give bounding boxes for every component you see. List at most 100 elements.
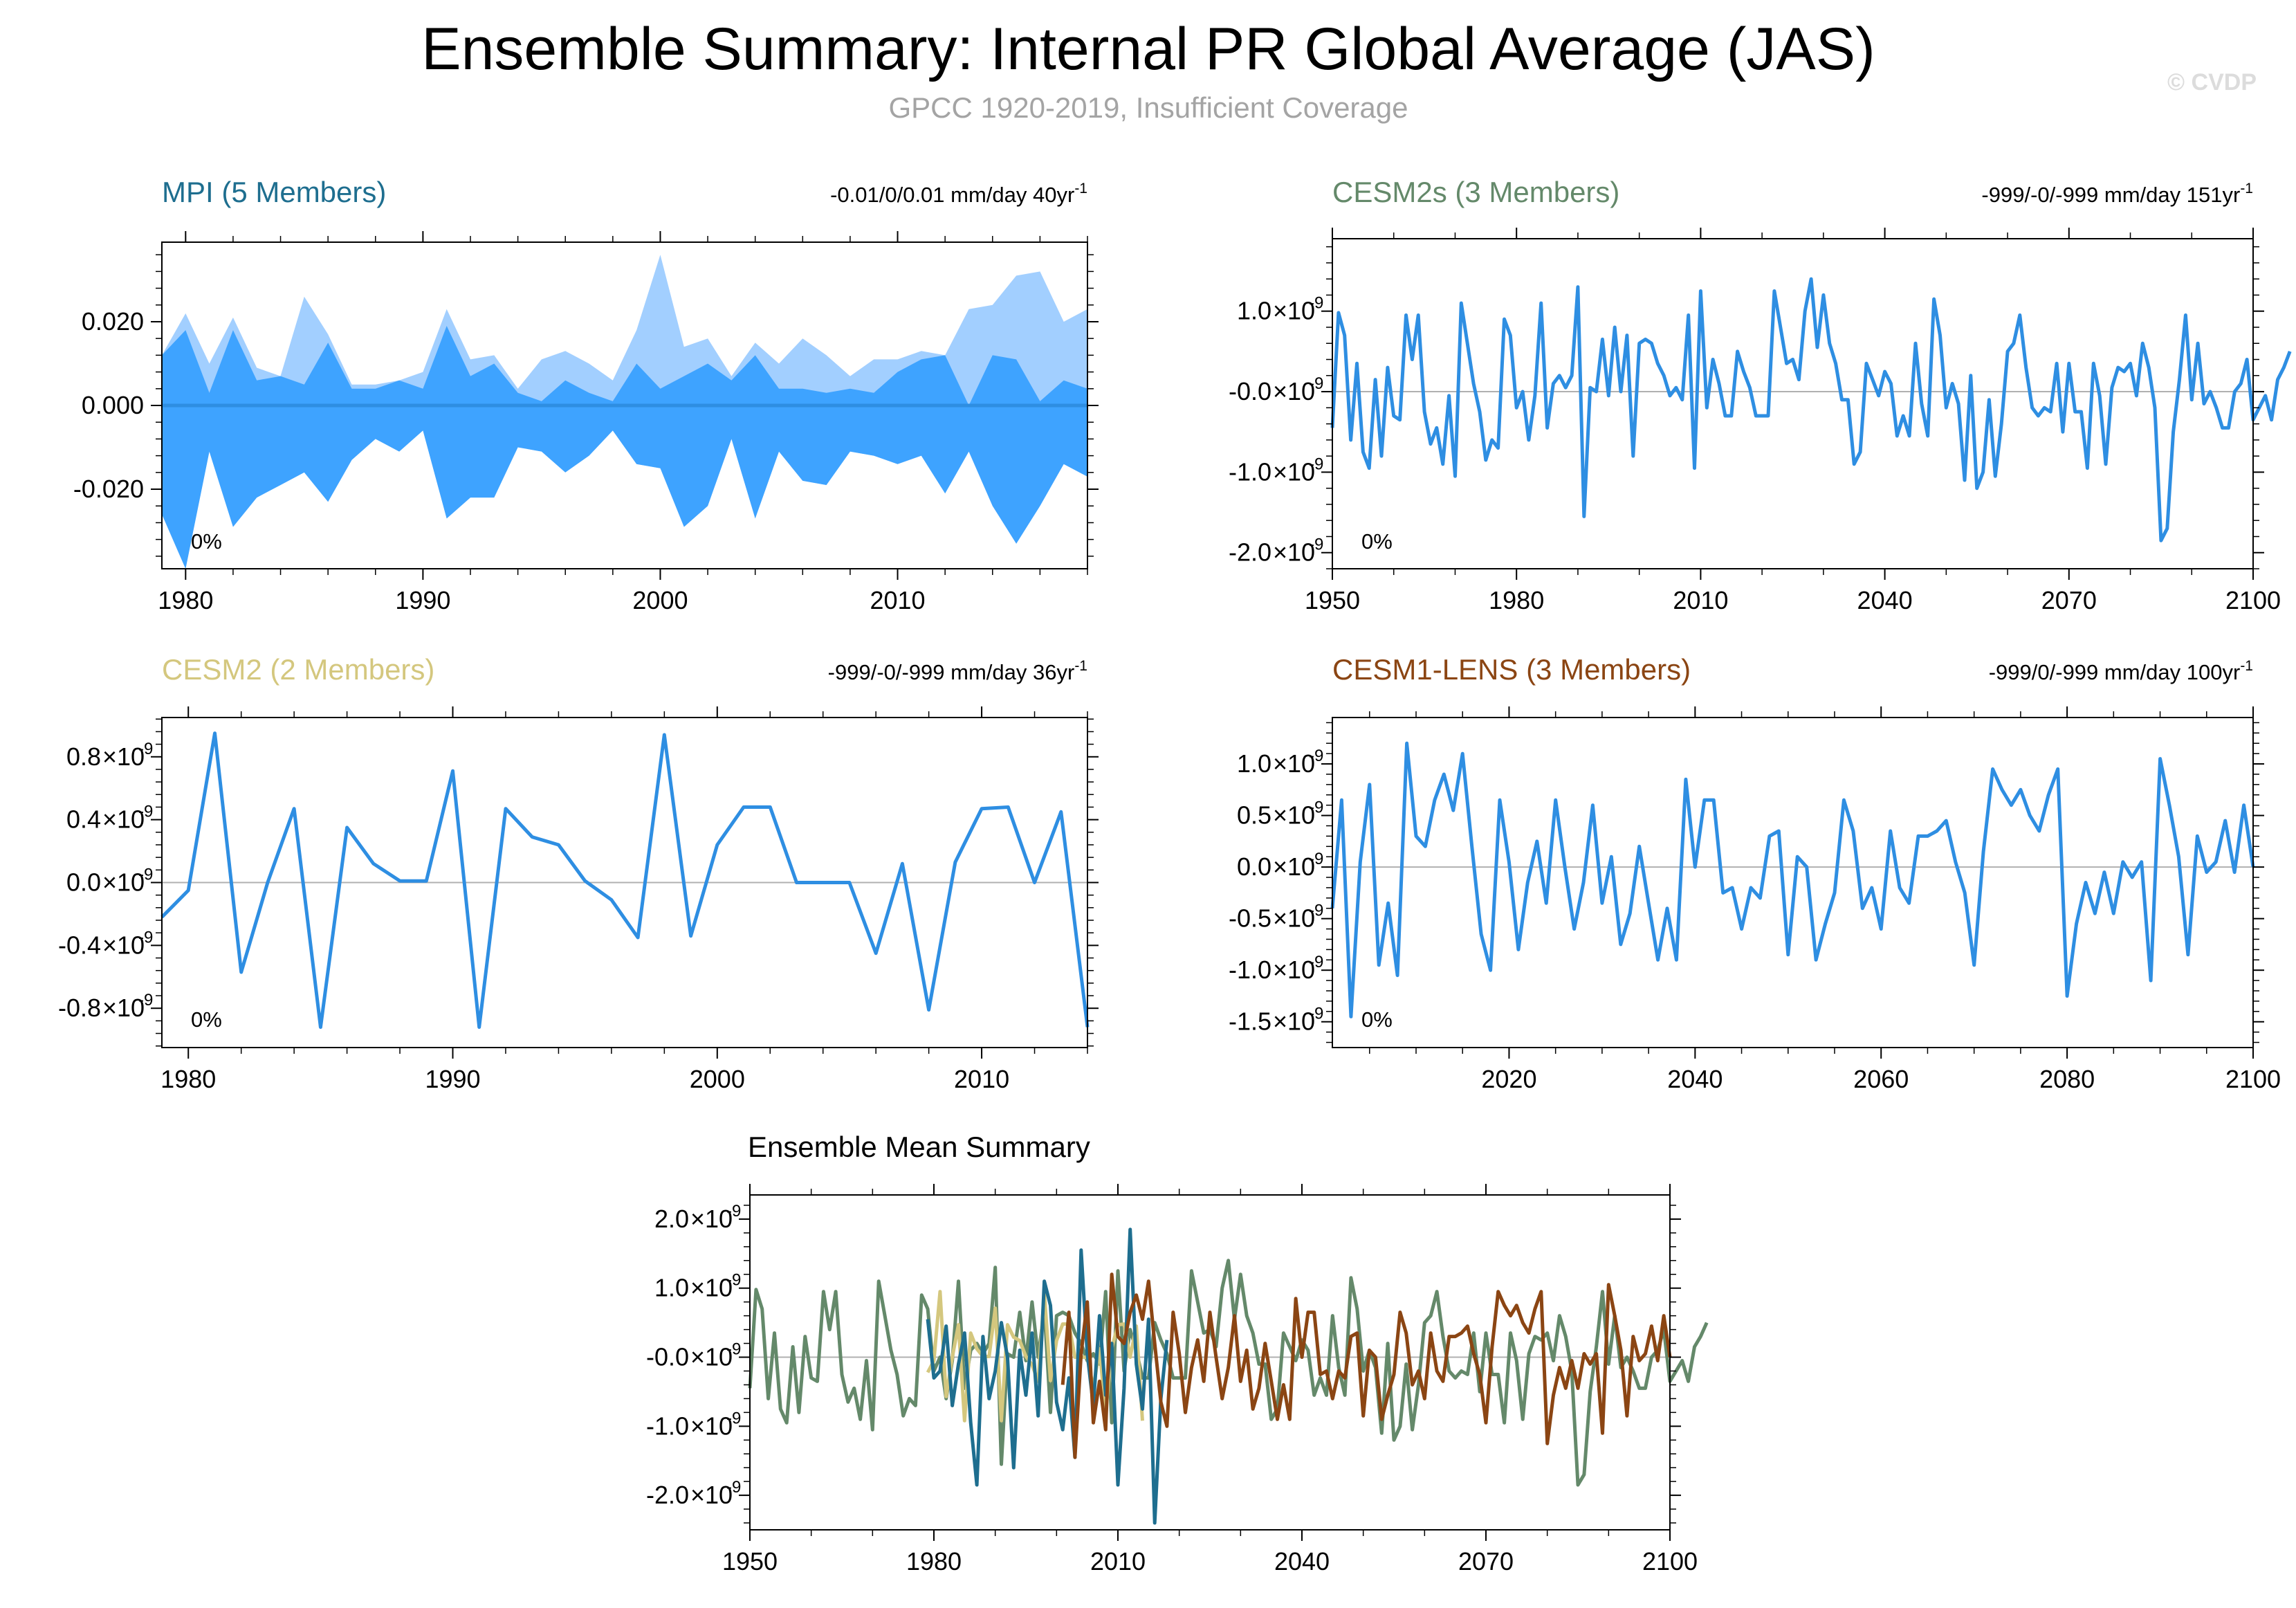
ytick-times-ensemble-mean-4: ×10: [690, 1481, 733, 1509]
ytick-label-cesm2-1: 0.4: [66, 805, 101, 834]
ytick-exp-cesm2-4: -9: [138, 991, 153, 1009]
ensemble-line-cesm1: [1060, 1272, 1672, 1459]
xtick-label-ensemble-mean-3: 2040: [1274, 1547, 1330, 1575]
ytick-label-mpi-2: -0.020: [73, 475, 144, 503]
stats-text-cesm2s: -999/-0/-999 mm/day 151yr: [1981, 183, 2240, 207]
panel-cesm2: CESM2 (2 Members) -999/-0/-999 mm/day 36…: [58, 653, 1099, 1093]
xtick-label-cesm1-0: 2020: [1481, 1065, 1536, 1093]
ytick-label-cesm2s-0: 1.0: [1237, 297, 1271, 325]
ytick-times-cesm2-2: ×10: [102, 868, 145, 897]
xtick-label-mpi-1: 1990: [395, 586, 450, 614]
ytick-times-cesm1-1: ×10: [1273, 801, 1315, 830]
axes-cesm1: 1.0 ×10-90.5 ×10-90.0 ×10-9-0.5 ×10-9-1.0 ×10…: [1229, 706, 2281, 1093]
ytick-label-cesm2-0: 0.8: [66, 742, 101, 771]
ytick-label-mpi-0: 0.020: [82, 307, 144, 336]
ytick-exp-cesm2s-0: -9: [1309, 294, 1323, 313]
xtick-label-cesm2-1: 1990: [425, 1065, 480, 1093]
axes-cesm2: 0.8 ×10-90.4 ×10-90.0 ×10-9-0.4 ×10-9-0.8 ×10…: [58, 706, 1099, 1093]
ytick-exp-cesm2-1: -9: [138, 803, 153, 821]
ytick-label-cesm2s-3: -2.0: [1229, 538, 1271, 567]
ytick-label-cesm1-4: -1.0: [1229, 956, 1271, 984]
ytick-times-cesm2-1: ×10: [102, 805, 145, 834]
panel-stats-cesm2: -999/-0/-999 mm/day 36yr-1: [828, 658, 1087, 684]
ytick-exp-cesm1-3: -9: [1309, 902, 1323, 920]
stats-text-cesm2: -999/-0/-999 mm/day 36yr: [828, 660, 1075, 684]
ytick-exp-ensemble-mean-1: -9: [726, 1271, 741, 1290]
ytick-label-ensemble-mean-3: -1.0: [646, 1411, 689, 1440]
ytick-exp-cesm1-0: -9: [1309, 747, 1323, 765]
ytick-label-cesm1-3: -0.5: [1229, 904, 1271, 933]
ytick-times-cesm1-4: ×10: [1273, 956, 1315, 984]
ytick-label-cesm2-3: -0.4: [58, 931, 101, 959]
ytick-times-cesm1-3: ×10: [1273, 904, 1315, 933]
ytick-times-cesm2s-1: ×10: [1273, 377, 1315, 405]
ytick-exp-cesm2s-3: -9: [1309, 536, 1323, 554]
plot-frame-cesm2s: [1332, 238, 2254, 569]
ytick-exp-cesm1-2: -9: [1309, 850, 1323, 868]
panel-title-ensemble-mean: Ensemble Mean Summary: [748, 1131, 1090, 1163]
ytick-label-ensemble-mean-2: -0.0: [646, 1343, 689, 1371]
axes-mpi: 0.020 0.000 -0.020 1980 1990 2000 2010: [73, 231, 1099, 614]
ytick-times-ensemble-mean-0: ×10: [690, 1205, 733, 1233]
ytick-exp-cesm1-4: -9: [1309, 953, 1323, 971]
figure-subtitle: GPCC 1920-2019, Insufficient Coverage: [889, 91, 1408, 124]
series-line-cesm2s: [1330, 277, 2292, 542]
ytick-times-cesm2s-3: ×10: [1273, 538, 1315, 567]
xtick-label-ensemble-mean-4: 2070: [1458, 1547, 1514, 1575]
plot-area-cesm2: [160, 731, 1090, 1029]
panel-title-mpi: MPI (5 Members): [162, 176, 386, 208]
series-line-cesm1: [1330, 741, 2255, 1018]
panel-ensemble-mean: Ensemble Mean Summary 2.0 ×10-91.0 ×10-9-0…: [646, 1131, 1709, 1575]
xtick-label-ensemble-mean-0: 1950: [722, 1547, 778, 1575]
ytick-exp-ensemble-mean-0: -9: [726, 1202, 741, 1221]
ytick-label-cesm2-2: 0.0: [66, 868, 101, 897]
xtick-label-cesm1-1: 2040: [1667, 1065, 1723, 1093]
xtick-label-cesm2s-5: 2100: [2225, 586, 2281, 614]
xtick-label-mpi-3: 2010: [870, 586, 925, 614]
plot-area-mpi: [162, 255, 1087, 569]
ytick-exp-cesm2s-1: -9: [1309, 374, 1323, 393]
stats-text-cesm1: -999/0/-999 mm/day 100yr: [1989, 660, 2241, 684]
ytick-times-cesm1-5: ×10: [1273, 1007, 1315, 1036]
ytick-times-cesm2-3: ×10: [102, 931, 145, 959]
stats-sup-mpi: -1: [1074, 181, 1087, 197]
xtick-label-cesm2-0: 1980: [160, 1065, 216, 1093]
pct-label-cesm1: 0%: [1361, 1007, 1393, 1032]
xtick-label-cesm2s-2: 2010: [1673, 586, 1728, 614]
figure-title: Ensemble Summary: Internal PR Global Ave…: [421, 16, 1875, 82]
ytick-exp-cesm2-3: -9: [138, 928, 153, 947]
plot-frame-cesm1: [1332, 717, 2254, 1048]
plot-frame-ensemble-mean: [749, 1194, 1671, 1531]
ensemble-line-mpi: [926, 1227, 1169, 1525]
xtick-label-cesm2s-4: 2070: [2041, 586, 2097, 614]
ytick-label-cesm1-0: 1.0: [1237, 749, 1271, 778]
panel-stats-cesm2s: -999/-0/-999 mm/day 151yr-1: [1981, 181, 2253, 207]
ytick-exp-ensemble-mean-2: -9: [726, 1340, 741, 1359]
ytick-label-cesm2-4: -0.8: [58, 994, 101, 1022]
ytick-exp-ensemble-mean-4: -9: [726, 1478, 741, 1497]
panel-stats-mpi: -0.01/0/0.01 mm/day 40yr-1: [830, 181, 1087, 207]
xtick-label-cesm1-3: 2080: [2039, 1065, 2095, 1093]
copyright-watermark: © CVDP: [2167, 69, 2257, 95]
ytick-times-cesm1-0: ×10: [1273, 749, 1315, 778]
xtick-label-ensemble-mean-1: 1980: [906, 1547, 962, 1575]
xtick-label-ensemble-mean-2: 2010: [1090, 1547, 1146, 1575]
xtick-label-mpi-0: 1980: [158, 586, 213, 614]
ytick-label-ensemble-mean-4: -2.0: [646, 1481, 689, 1509]
ytick-exp-cesm1-1: -9: [1309, 798, 1323, 817]
ytick-label-cesm1-1: 0.5: [1237, 801, 1271, 830]
ytick-exp-cesm2s-2: -9: [1309, 455, 1323, 473]
ytick-exp-cesm2-0: -9: [138, 740, 153, 758]
ytick-times-ensemble-mean-3: ×10: [690, 1411, 733, 1440]
ytick-times-cesm2-4: ×10: [102, 994, 145, 1022]
plot-area-cesm2s: [1330, 277, 2292, 542]
ytick-times-cesm2-0: ×10: [102, 742, 145, 771]
xtick-label-cesm2-3: 2010: [954, 1065, 1009, 1093]
series-line-cesm2: [160, 731, 1090, 1029]
panel-title-cesm1: CESM1-LENS (3 Members): [1332, 653, 1691, 686]
ytick-times-cesm2s-0: ×10: [1273, 297, 1315, 325]
ytick-exp-cesm1-5: -9: [1309, 1005, 1323, 1023]
xtick-label-cesm2s-1: 1980: [1489, 586, 1544, 614]
